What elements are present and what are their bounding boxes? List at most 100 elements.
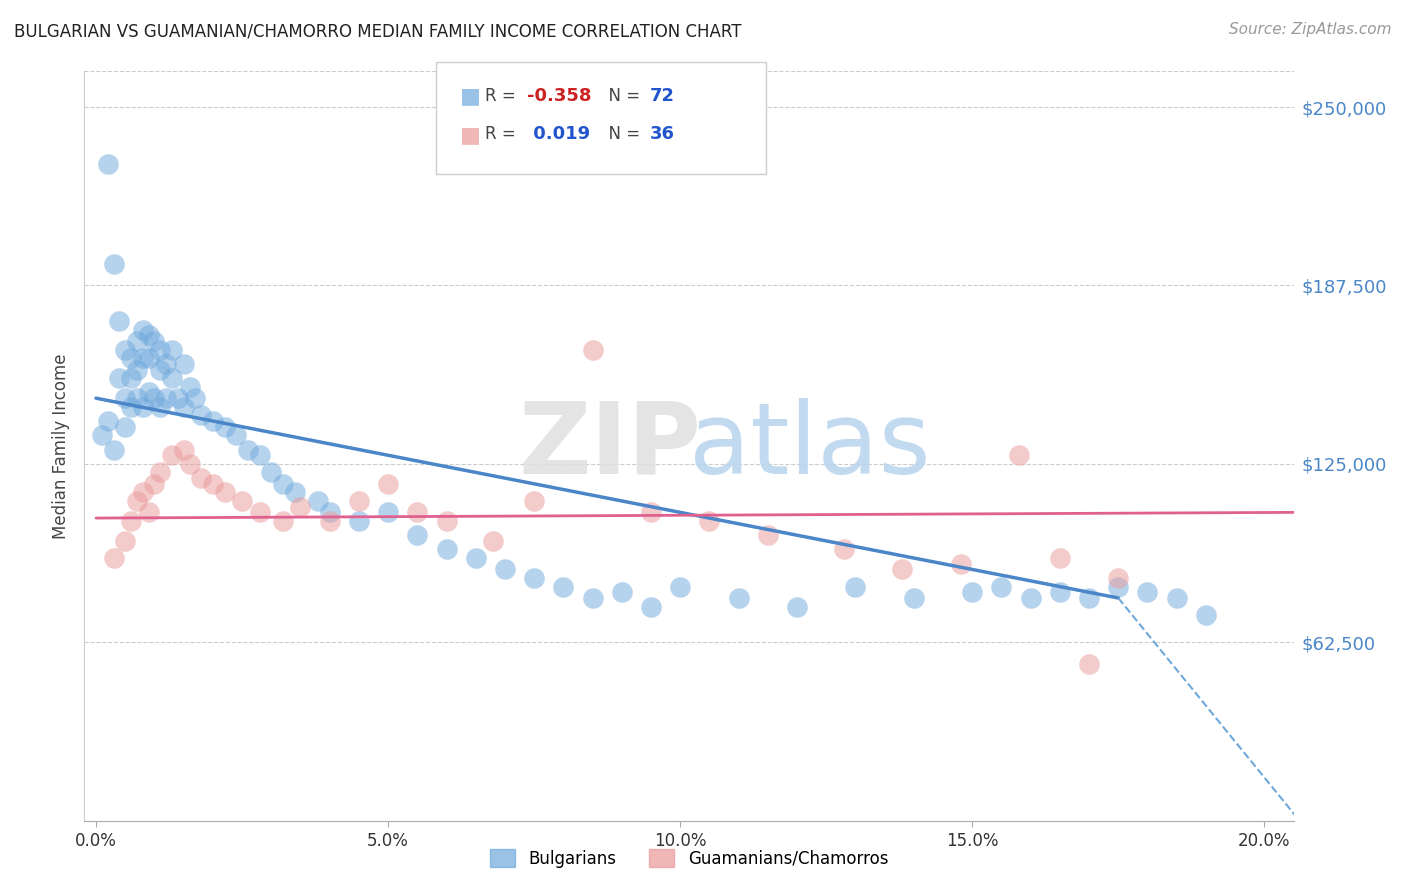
Point bbox=[1107, 580, 1129, 594]
Point bbox=[347, 494, 370, 508]
Point bbox=[125, 334, 148, 348]
Point bbox=[249, 505, 271, 519]
Point bbox=[108, 371, 131, 385]
Point bbox=[1049, 585, 1071, 599]
Point bbox=[903, 591, 925, 605]
Point bbox=[406, 528, 429, 542]
Point bbox=[786, 599, 808, 614]
Point bbox=[149, 466, 172, 480]
Point bbox=[1195, 608, 1218, 623]
Point bbox=[190, 409, 212, 423]
Point bbox=[260, 466, 283, 480]
Point bbox=[832, 542, 855, 557]
Point bbox=[103, 551, 125, 566]
Point bbox=[1107, 571, 1129, 585]
Text: BULGARIAN VS GUAMANIAN/CHAMORRO MEDIAN FAMILY INCOME CORRELATION CHART: BULGARIAN VS GUAMANIAN/CHAMORRO MEDIAN F… bbox=[14, 22, 741, 40]
Point bbox=[138, 385, 160, 400]
Point bbox=[149, 343, 172, 357]
Point bbox=[138, 351, 160, 366]
Point bbox=[160, 343, 183, 357]
Point bbox=[581, 591, 603, 605]
Point bbox=[236, 442, 259, 457]
Point bbox=[436, 542, 458, 557]
Point bbox=[97, 157, 120, 171]
Point bbox=[553, 580, 575, 594]
Text: 72: 72 bbox=[650, 87, 675, 104]
Text: N =: N = bbox=[598, 87, 645, 104]
Point bbox=[114, 419, 136, 434]
Point bbox=[482, 533, 505, 548]
Point bbox=[231, 494, 253, 508]
Text: Source: ZipAtlas.com: Source: ZipAtlas.com bbox=[1229, 22, 1392, 37]
Text: ■: ■ bbox=[460, 125, 481, 145]
Point bbox=[201, 414, 224, 428]
Point bbox=[891, 562, 914, 576]
Point bbox=[184, 391, 207, 405]
Point bbox=[1019, 591, 1042, 605]
Point bbox=[610, 585, 633, 599]
Text: ZIP: ZIP bbox=[519, 398, 702, 494]
Text: atlas: atlas bbox=[689, 398, 931, 494]
Text: 0.019: 0.019 bbox=[527, 125, 591, 143]
Legend: Bulgarians, Guamanians/Chamorros: Bulgarians, Guamanians/Chamorros bbox=[481, 841, 897, 876]
Point bbox=[844, 580, 866, 594]
Point bbox=[132, 323, 155, 337]
Point bbox=[103, 257, 125, 271]
Text: N =: N = bbox=[598, 125, 645, 143]
Point bbox=[103, 442, 125, 457]
Point bbox=[120, 351, 142, 366]
Point bbox=[97, 414, 120, 428]
Point bbox=[1078, 591, 1101, 605]
Point bbox=[173, 357, 195, 371]
Point bbox=[523, 571, 546, 585]
Point bbox=[640, 505, 662, 519]
Point bbox=[494, 562, 516, 576]
Point bbox=[125, 391, 148, 405]
Point bbox=[318, 514, 340, 528]
Point bbox=[155, 391, 177, 405]
Point bbox=[173, 442, 195, 457]
Point bbox=[249, 448, 271, 462]
Point bbox=[214, 485, 236, 500]
Point bbox=[201, 476, 224, 491]
Point bbox=[166, 391, 188, 405]
Point bbox=[284, 485, 307, 500]
Point bbox=[225, 428, 247, 442]
Point bbox=[149, 400, 172, 414]
Point bbox=[1049, 551, 1071, 566]
Text: -0.358: -0.358 bbox=[527, 87, 592, 104]
Point bbox=[143, 391, 166, 405]
Point bbox=[120, 514, 142, 528]
Point bbox=[120, 371, 142, 385]
Text: 36: 36 bbox=[650, 125, 675, 143]
Point bbox=[138, 328, 160, 343]
Point bbox=[190, 471, 212, 485]
Point bbox=[160, 371, 183, 385]
Point bbox=[307, 494, 329, 508]
Point bbox=[436, 514, 458, 528]
Point bbox=[160, 448, 183, 462]
Point bbox=[90, 428, 112, 442]
Point bbox=[149, 362, 172, 376]
Text: R =: R = bbox=[485, 87, 522, 104]
Point bbox=[125, 362, 148, 376]
Point bbox=[114, 343, 136, 357]
Point bbox=[347, 514, 370, 528]
Point bbox=[377, 476, 399, 491]
Point bbox=[640, 599, 662, 614]
Point bbox=[1008, 448, 1031, 462]
Text: R =: R = bbox=[485, 125, 522, 143]
Point bbox=[143, 334, 166, 348]
Point bbox=[669, 580, 692, 594]
Point bbox=[271, 514, 294, 528]
Point bbox=[114, 533, 136, 548]
Point bbox=[132, 485, 155, 500]
Point bbox=[727, 591, 749, 605]
Point bbox=[108, 314, 131, 328]
Point bbox=[290, 500, 312, 514]
Point bbox=[132, 351, 155, 366]
Point bbox=[173, 400, 195, 414]
Point bbox=[523, 494, 546, 508]
Point bbox=[990, 580, 1012, 594]
Point bbox=[464, 551, 486, 566]
